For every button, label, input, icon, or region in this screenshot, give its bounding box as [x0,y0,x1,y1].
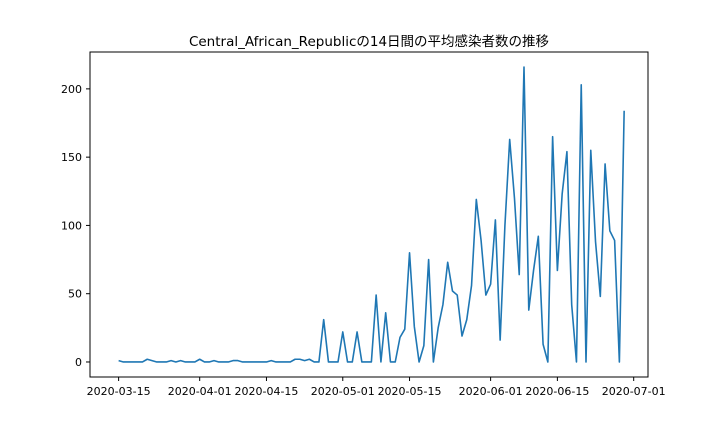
plot-area [89,51,649,378]
y-tick-label: 0 [75,356,82,369]
x-axis: 2020-03-15 2020-04-01 2020-04-15 2020-05-01… [87,377,666,398]
y-tick-label: 200 [61,83,82,96]
x-tick-label: 2020-07-01 [602,385,666,398]
chart-title: Central_African_Republicの14日間の平均感染者数の推移 [189,33,549,50]
y-tick-label: 50 [68,288,82,301]
x-tick-label: 2020-04-01 [168,385,232,398]
y-tick-label: 100 [61,219,82,232]
series-line [118,66,625,363]
x-tick-label: 2020-04-15 [234,385,298,398]
x-tick-label: 2020-05-01 [311,385,375,398]
x-tick-label: 2020-03-15 [87,385,151,398]
y-tick-label: 150 [61,151,82,164]
x-tick-label: 2020-05-15 [378,385,442,398]
x-tick-label: 2020-06-15 [525,385,589,398]
y-axis: 0 50 100 150 200 [61,83,90,369]
x-tick-label: 2020-06-01 [459,385,523,398]
